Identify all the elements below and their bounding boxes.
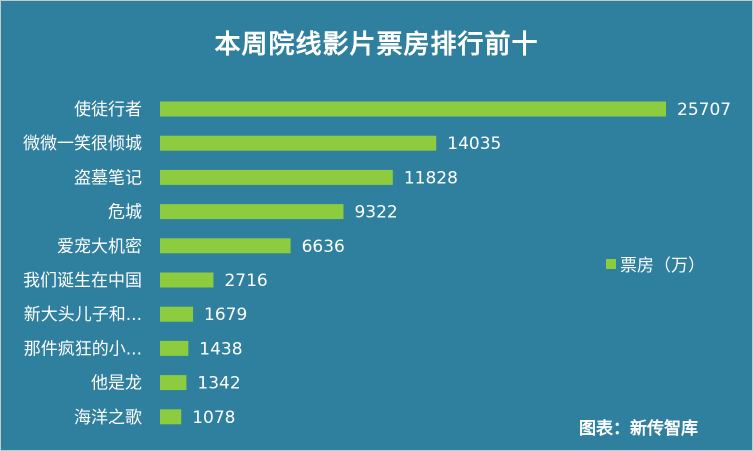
value-label: 1342	[197, 374, 240, 394]
category-label: 危城	[108, 203, 142, 223]
bar	[160, 101, 666, 117]
bar	[160, 169, 393, 185]
value-label: 9322	[354, 203, 397, 223]
bar	[160, 272, 214, 288]
category-label: 他是龙	[91, 374, 142, 394]
bar	[160, 306, 194, 322]
value-label: 25707	[677, 100, 731, 120]
value-label: 1438	[199, 339, 242, 359]
legend-label: 票房（万）	[620, 256, 705, 276]
category-label: 爱宠大机密	[57, 237, 142, 257]
bar	[160, 204, 344, 220]
category-label: 那件疯狂的小...	[24, 339, 142, 359]
legend-swatch	[606, 258, 616, 269]
value-label: 14035	[447, 134, 501, 154]
value-label: 1078	[192, 408, 235, 428]
chart-title: 本周院线影片票房排行前十	[214, 30, 539, 60]
category-label: 新大头儿子和...	[24, 305, 142, 325]
category-label: 微微一笑很倾城	[23, 134, 142, 154]
bar	[160, 375, 187, 391]
bar	[160, 135, 437, 151]
category-label: 盗墓笔记	[74, 168, 142, 188]
bar	[160, 340, 189, 356]
value-label: 6636	[302, 237, 345, 257]
source-note: 图表：新传智库	[579, 419, 698, 439]
value-label: 2716	[224, 271, 267, 291]
value-label: 1679	[204, 305, 247, 325]
bar	[160, 238, 291, 254]
legend: 票房（万）	[606, 251, 705, 276]
category-label: 使徒行者	[74, 99, 142, 120]
value-label: 11828	[404, 168, 458, 188]
category-label: 我们诞生在中国	[23, 271, 142, 291]
bar	[160, 409, 182, 425]
category-label: 海洋之歌	[74, 408, 142, 428]
